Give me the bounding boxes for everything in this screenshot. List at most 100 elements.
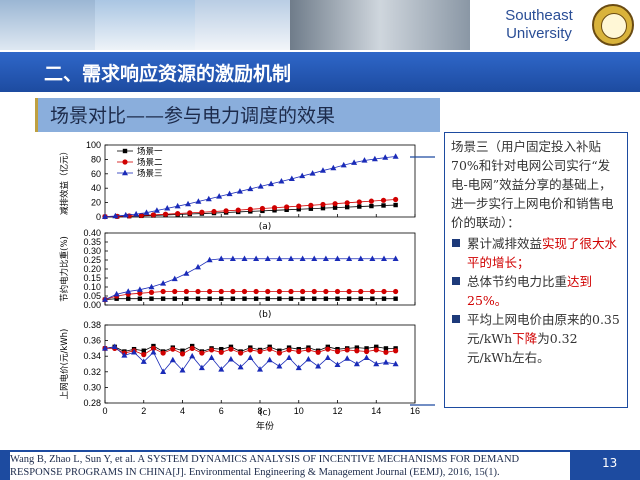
- data-point-triangle: [160, 368, 167, 374]
- university-logo-area: Southeast University: [470, 0, 640, 50]
- bullet-3-text: 平均上网电价由原来的0.35元/kWh: [467, 312, 620, 346]
- data-point-triangle: [198, 364, 205, 371]
- data-point-square: [296, 207, 301, 212]
- data-point-circle: [311, 288, 317, 295]
- data-point-square: [141, 348, 146, 353]
- data-point-circle: [368, 198, 375, 204]
- data-point-triangle: [253, 255, 260, 261]
- data-point-circle: [138, 212, 144, 219]
- data-point-triangle: [169, 356, 176, 363]
- data-point-circle: [218, 349, 224, 355]
- data-point-square: [323, 296, 329, 301]
- page-number: 13: [602, 456, 618, 470]
- data-point-triangle: [344, 355, 351, 361]
- data-point-circle: [265, 288, 271, 295]
- y-tick-label: 0.05: [83, 291, 101, 301]
- plot-frame: [104, 324, 416, 404]
- data-point-triangle: [295, 364, 302, 371]
- data-point-triangle: [195, 198, 202, 204]
- university-name-line2: University: [506, 25, 572, 42]
- y-axis-label: 节约电力比重(%): [59, 236, 70, 302]
- header-photo-substation: [290, 0, 470, 50]
- y-tick-label: 0.10: [83, 282, 101, 292]
- data-point-triangle: [315, 363, 322, 369]
- data-point-circle: [207, 288, 213, 295]
- bullet-square-icon: [452, 239, 460, 247]
- data-point-circle: [247, 206, 253, 212]
- bullet-square-icon: [452, 315, 460, 323]
- data-point-triangle: [392, 360, 399, 367]
- data-point-circle: [284, 204, 290, 210]
- x-tick-label: 12: [332, 406, 342, 416]
- data-point-triangle: [324, 354, 331, 360]
- scenario-description-box: 场景三（用户固定投入补贴70%和针对电网公司实行“发电-电网”效益分享的基础上，…: [444, 132, 628, 408]
- y-tick-label: 0.40: [83, 228, 101, 238]
- header-banner: Southeast University: [0, 0, 640, 50]
- data-point-circle: [211, 208, 217, 215]
- data-point-circle: [267, 346, 273, 352]
- data-point-square: [288, 296, 294, 301]
- legend-label: 场景一: [137, 147, 163, 157]
- data-point-triangle: [218, 366, 225, 372]
- data-point-circle: [334, 348, 341, 355]
- data-point-circle: [172, 288, 178, 295]
- data-point-triangle: [381, 255, 387, 261]
- x-tick-label: 8: [257, 406, 262, 416]
- data-point-square: [180, 348, 185, 353]
- panel-label: (b): [259, 310, 272, 320]
- bullet-2-highlight: 达到25%。: [467, 274, 593, 308]
- data-point-circle: [315, 349, 321, 355]
- x-axis-label: 年份: [256, 420, 274, 432]
- data-point-triangle: [330, 164, 337, 171]
- data-point-square: [344, 204, 350, 210]
- data-point-triangle: [102, 296, 108, 302]
- y-tick-label: 0.20: [83, 264, 101, 274]
- data-point-circle: [241, 288, 248, 295]
- data-point-circle: [325, 346, 331, 352]
- university-name: Southeast University: [498, 7, 580, 43]
- data-point-circle: [253, 288, 259, 295]
- y-tick-label: 0: [96, 212, 101, 222]
- data-point-circle: [150, 212, 157, 218]
- x-tick-label: 14: [371, 406, 381, 416]
- data-point-circle: [238, 350, 244, 356]
- data-point-circle: [296, 348, 302, 355]
- data-point-circle: [344, 347, 350, 353]
- bullet-2-text: 总体节约电力比重: [467, 274, 568, 289]
- data-point-triangle: [392, 255, 399, 261]
- data-point-triangle: [102, 213, 108, 219]
- data-point-circle: [320, 201, 326, 208]
- data-point-circle: [393, 348, 399, 354]
- data-point-triangle: [299, 255, 306, 261]
- data-point-square: [242, 296, 247, 301]
- data-point-triangle: [334, 255, 341, 261]
- data-point-triangle: [334, 361, 341, 367]
- data-point-circle: [208, 347, 215, 353]
- bullet-3-text-end: 为0.32元/kWh左右。: [467, 331, 578, 365]
- data-point-square: [137, 296, 143, 301]
- data-point-triangle: [286, 354, 293, 360]
- data-point-triangle: [236, 188, 243, 194]
- data-point-triangle: [276, 255, 283, 261]
- data-point-circle: [346, 288, 352, 295]
- data-point-triangle: [102, 345, 108, 351]
- data-point-square: [300, 296, 305, 301]
- data-point-square: [126, 296, 131, 301]
- section-title: 二、需求响应资源的激励机制: [44, 63, 292, 85]
- data-point-square: [253, 296, 259, 301]
- x-tick-label: 16: [410, 406, 420, 416]
- data-point-square: [160, 296, 166, 301]
- data-point-triangle: [185, 200, 192, 207]
- bullet-item-1: 累计减排效益实现了很大水平的增长；: [451, 234, 621, 272]
- data-point-triangle: [206, 256, 213, 263]
- data-point-circle: [296, 203, 302, 209]
- data-point-square: [122, 148, 128, 154]
- bullet-1-text: 累计减排效益: [467, 236, 543, 251]
- data-point-triangle: [305, 356, 312, 362]
- data-point-square: [184, 296, 189, 301]
- y-tick-label: 40: [91, 183, 101, 193]
- data-point-circle: [356, 199, 362, 205]
- data-point-circle: [276, 288, 282, 295]
- data-point-triangle: [226, 190, 233, 197]
- data-point-triangle: [171, 275, 178, 282]
